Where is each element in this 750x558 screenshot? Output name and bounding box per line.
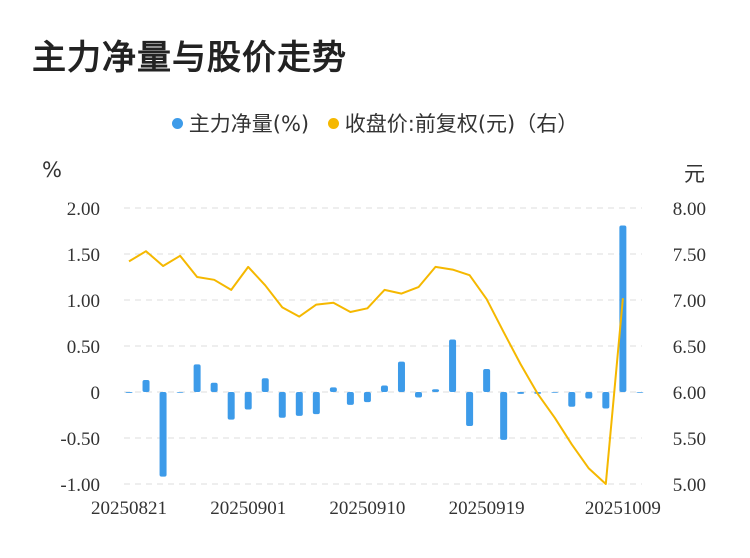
bar — [397, 361, 405, 392]
y-left-tick-label: -1.00 — [60, 475, 100, 496]
y-right-tick-label: 7.50 — [673, 245, 706, 266]
bar — [466, 392, 474, 427]
y-right-tick-label: 7.00 — [673, 291, 706, 312]
bar — [585, 392, 593, 399]
bar — [312, 392, 320, 415]
right-axis-unit: 元 — [684, 162, 705, 186]
bar — [432, 389, 440, 392]
y-right-tick-label: 5.00 — [673, 475, 706, 496]
bar — [261, 378, 269, 392]
legend-price-marker — [327, 117, 339, 129]
x-tick-label: 20250919 — [449, 498, 525, 519]
bar — [483, 369, 491, 392]
legend: 主力净量(%) 收盘价:前复权(元)（右） — [0, 108, 750, 138]
bar — [125, 392, 133, 393]
y-left-tick-label: 2.00 — [67, 199, 100, 220]
bar — [449, 339, 457, 392]
bar — [500, 392, 508, 440]
bar — [227, 392, 235, 420]
bar — [295, 392, 303, 416]
bar — [278, 392, 286, 418]
bar — [636, 392, 644, 393]
legend-price-label: 收盘价:前复权(元)（右） — [344, 112, 579, 136]
bar — [415, 392, 423, 398]
x-tick-label: 20251009 — [585, 498, 661, 519]
bar — [602, 392, 610, 409]
x-tick-label: 20250821 — [91, 498, 167, 519]
bar — [210, 382, 218, 392]
y-right-tick-label: 6.50 — [673, 337, 706, 358]
legend-net-marker — [171, 117, 183, 129]
bar — [244, 392, 252, 410]
bar — [363, 392, 371, 403]
bar — [142, 380, 150, 392]
chart-title: 主力净量与股价走势 — [32, 38, 347, 78]
bar — [193, 364, 201, 392]
bar — [346, 392, 354, 405]
legend-net-label: 主力净量(%) — [188, 112, 310, 136]
bar — [517, 392, 525, 394]
left-axis-unit: % — [42, 158, 62, 182]
y-right-tick-label: 5.50 — [673, 429, 706, 450]
bar — [159, 392, 167, 477]
y-right-tick-label: 8.00 — [673, 199, 706, 220]
bar — [380, 385, 388, 392]
y-left-tick-label: -0.50 — [60, 429, 100, 450]
bar — [568, 392, 576, 407]
x-tick-label: 20250901 — [210, 498, 286, 519]
y-left-tick-label: 0.50 — [67, 337, 100, 358]
bar — [329, 387, 337, 392]
bar — [551, 392, 559, 393]
legend-item-price[interactable]: 收盘价:前复权(元)（右） — [327, 108, 579, 138]
x-tick-label: 20250910 — [329, 498, 405, 519]
bar — [176, 392, 184, 393]
y-right-tick-label: 6.00 — [673, 383, 706, 404]
y-left-tick-label: 1.00 — [67, 291, 100, 312]
legend-item-net[interactable]: 主力净量(%) — [171, 108, 310, 138]
y-left-tick-label: 1.50 — [67, 245, 100, 266]
price-line — [128, 250, 624, 485]
y-left-tick-label: 0 — [91, 383, 101, 404]
